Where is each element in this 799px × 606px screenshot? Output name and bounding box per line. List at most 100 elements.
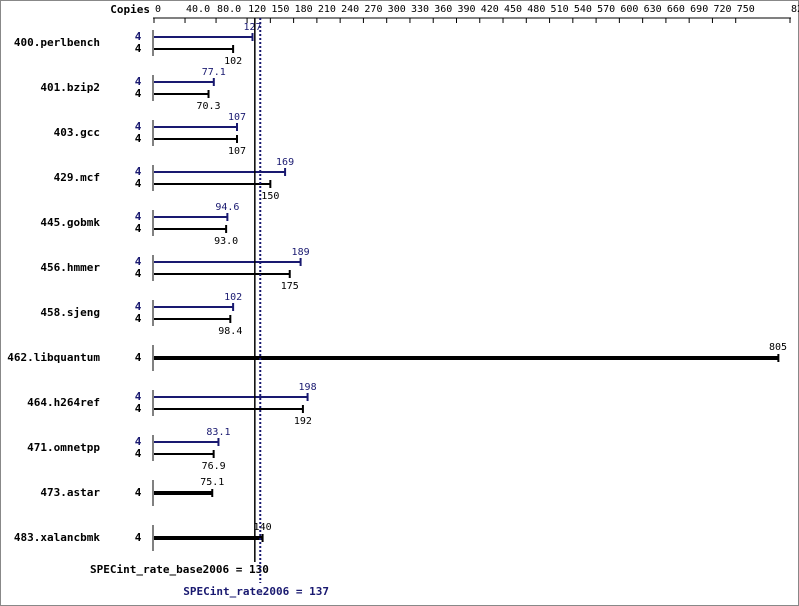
bar	[154, 453, 214, 455]
value-label: 150	[261, 191, 279, 202]
value-label: 93.0	[214, 236, 238, 247]
bar	[154, 261, 301, 263]
x-tick-label: 360	[434, 4, 452, 15]
bar	[154, 36, 253, 38]
value-label: 175	[281, 281, 299, 292]
x-tick-label: 480	[527, 4, 545, 15]
value-label: 107	[228, 146, 246, 157]
bar	[154, 126, 237, 128]
bar	[154, 356, 779, 360]
copies: 4	[135, 486, 142, 499]
copies: 4	[135, 447, 142, 460]
copies: 4	[135, 165, 142, 178]
reference-name: SPECint_rate_base2006 =	[90, 563, 243, 576]
x-tick-label: 390	[457, 4, 475, 15]
x-tick-label: 540	[574, 4, 592, 15]
copies: 4	[135, 531, 142, 544]
value-label: 140	[254, 522, 272, 533]
bar	[154, 183, 271, 185]
copies: 4	[135, 210, 142, 223]
copies: 4	[135, 267, 142, 280]
x-tick-label: 330	[411, 4, 429, 15]
copies: 4	[135, 255, 142, 268]
value-label: 198	[299, 382, 317, 393]
category-label: 445.gobmk	[40, 216, 100, 229]
x-tick-label: 450	[504, 4, 522, 15]
copies: 4	[135, 30, 142, 43]
category-label: 403.gcc	[54, 126, 100, 139]
copies: 4	[135, 435, 142, 448]
value-label: 102	[224, 56, 242, 67]
x-tick-label: 40.0	[186, 4, 210, 15]
copies-header: Copies	[110, 3, 150, 16]
bar	[154, 216, 228, 218]
bar	[154, 93, 209, 95]
category-label: 473.astar	[40, 486, 100, 499]
x-tick-label: 180	[295, 4, 313, 15]
reference-label: SPECint_rate_base2006 = 130	[90, 563, 269, 576]
value-label: 83.1	[206, 427, 230, 438]
x-tick-label: 420	[481, 4, 499, 15]
category-label: 471.omnetpp	[27, 441, 100, 454]
category-label: 464.h264ref	[27, 396, 100, 409]
copies: 4	[135, 402, 142, 415]
copies: 4	[135, 300, 142, 313]
copies: 4	[135, 75, 142, 88]
copies: 4	[135, 312, 142, 325]
x-tick-label: 300	[388, 4, 406, 15]
value-label: 189	[292, 247, 310, 258]
reference-name: SPECint_rate2006 =	[183, 585, 303, 598]
x-tick-label: 630	[644, 4, 662, 15]
copies: 4	[135, 390, 142, 403]
x-tick-label: 750	[737, 4, 755, 15]
bar	[154, 408, 303, 410]
x-tick-label: 690	[690, 4, 708, 15]
copies: 4	[135, 42, 142, 55]
bar	[154, 273, 290, 275]
reference-value: 130	[249, 563, 269, 576]
x-tick-label: 120	[248, 4, 266, 15]
x-tick-label: 270	[364, 4, 382, 15]
x-tick-label: 80.0	[217, 4, 241, 15]
bar	[154, 228, 227, 230]
category-label: 462.libquantum	[7, 351, 100, 364]
value-label: 76.9	[202, 461, 226, 472]
x-tick-label: 570	[597, 4, 615, 15]
value-label: 75.1	[200, 477, 224, 488]
x-tick-label: 240	[341, 4, 359, 15]
copies: 4	[135, 222, 142, 235]
value-label: 94.6	[215, 202, 239, 213]
category-label: 400.perlbench	[14, 36, 100, 49]
bar	[154, 536, 263, 540]
x-tick-label: 660	[667, 4, 685, 15]
copies: 4	[135, 87, 142, 100]
value-label: 127	[243, 22, 261, 33]
bar	[154, 306, 234, 308]
value-label: 169	[276, 157, 294, 168]
copies: 4	[135, 351, 142, 364]
bar	[154, 396, 308, 398]
copies: 4	[135, 120, 142, 133]
x-tick-label: 150	[271, 4, 289, 15]
x-tick-label: 820	[791, 4, 799, 15]
x-tick-label: 510	[551, 4, 569, 15]
x-tick-label: 0	[155, 4, 161, 15]
copies: 4	[135, 132, 142, 145]
value-label: 192	[294, 416, 312, 427]
reference-value: 137	[309, 585, 329, 598]
bar	[154, 318, 231, 320]
value-label: 805	[769, 342, 787, 353]
value-label: 107	[228, 112, 246, 123]
value-label: 102	[224, 292, 242, 303]
value-label: 77.1	[202, 67, 226, 78]
bar	[154, 138, 237, 140]
category-label: 429.mcf	[54, 171, 100, 184]
bar	[154, 171, 286, 173]
value-label: 70.3	[196, 101, 220, 112]
category-label: 456.hmmer	[40, 261, 100, 274]
category-label: 401.bzip2	[40, 81, 100, 94]
x-tick-label: 210	[318, 4, 336, 15]
bar	[154, 48, 234, 50]
